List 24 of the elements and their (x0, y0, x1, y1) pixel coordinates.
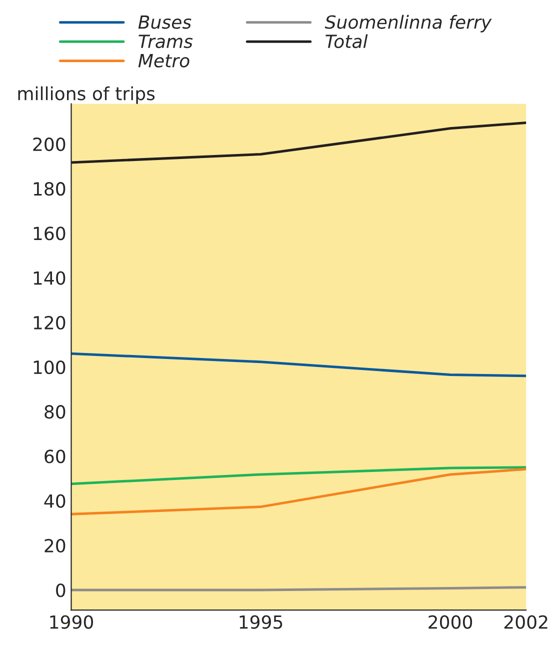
y-tick-label: 40 (44, 494, 66, 508)
y-tick-label: 120 (34, 316, 66, 330)
y-tick-label: 100 (34, 360, 66, 374)
y-axis-title: millions of trips (18, 86, 155, 104)
legend-label: Buses (138, 15, 192, 29)
x-tick-label: 2000 (428, 615, 472, 629)
y-tick-label: 200 (33, 137, 66, 152)
x-tick-label: 1990 (50, 615, 94, 629)
y-tick-label: 180 (34, 182, 66, 196)
line-series (71, 468, 526, 516)
y-tick-label: 60 (44, 450, 66, 464)
line-series (71, 352, 526, 378)
legend-label: Suomenlinna ferry (324, 14, 492, 32)
legend-label: Total (326, 34, 368, 48)
legend-label: Metro (138, 54, 190, 68)
y-tick-label: 0 (56, 583, 66, 598)
y-tick-label: 140 (34, 271, 66, 285)
y-tick-label: 20 (44, 538, 66, 553)
y-tick-label: 80 (44, 405, 66, 419)
y-tick-label: 160 (34, 226, 66, 240)
line-series (71, 466, 526, 486)
x-tick-label: 1995 (240, 615, 282, 629)
legend-label: Trams (138, 34, 193, 48)
x-tick-label: 2002 (504, 615, 548, 629)
